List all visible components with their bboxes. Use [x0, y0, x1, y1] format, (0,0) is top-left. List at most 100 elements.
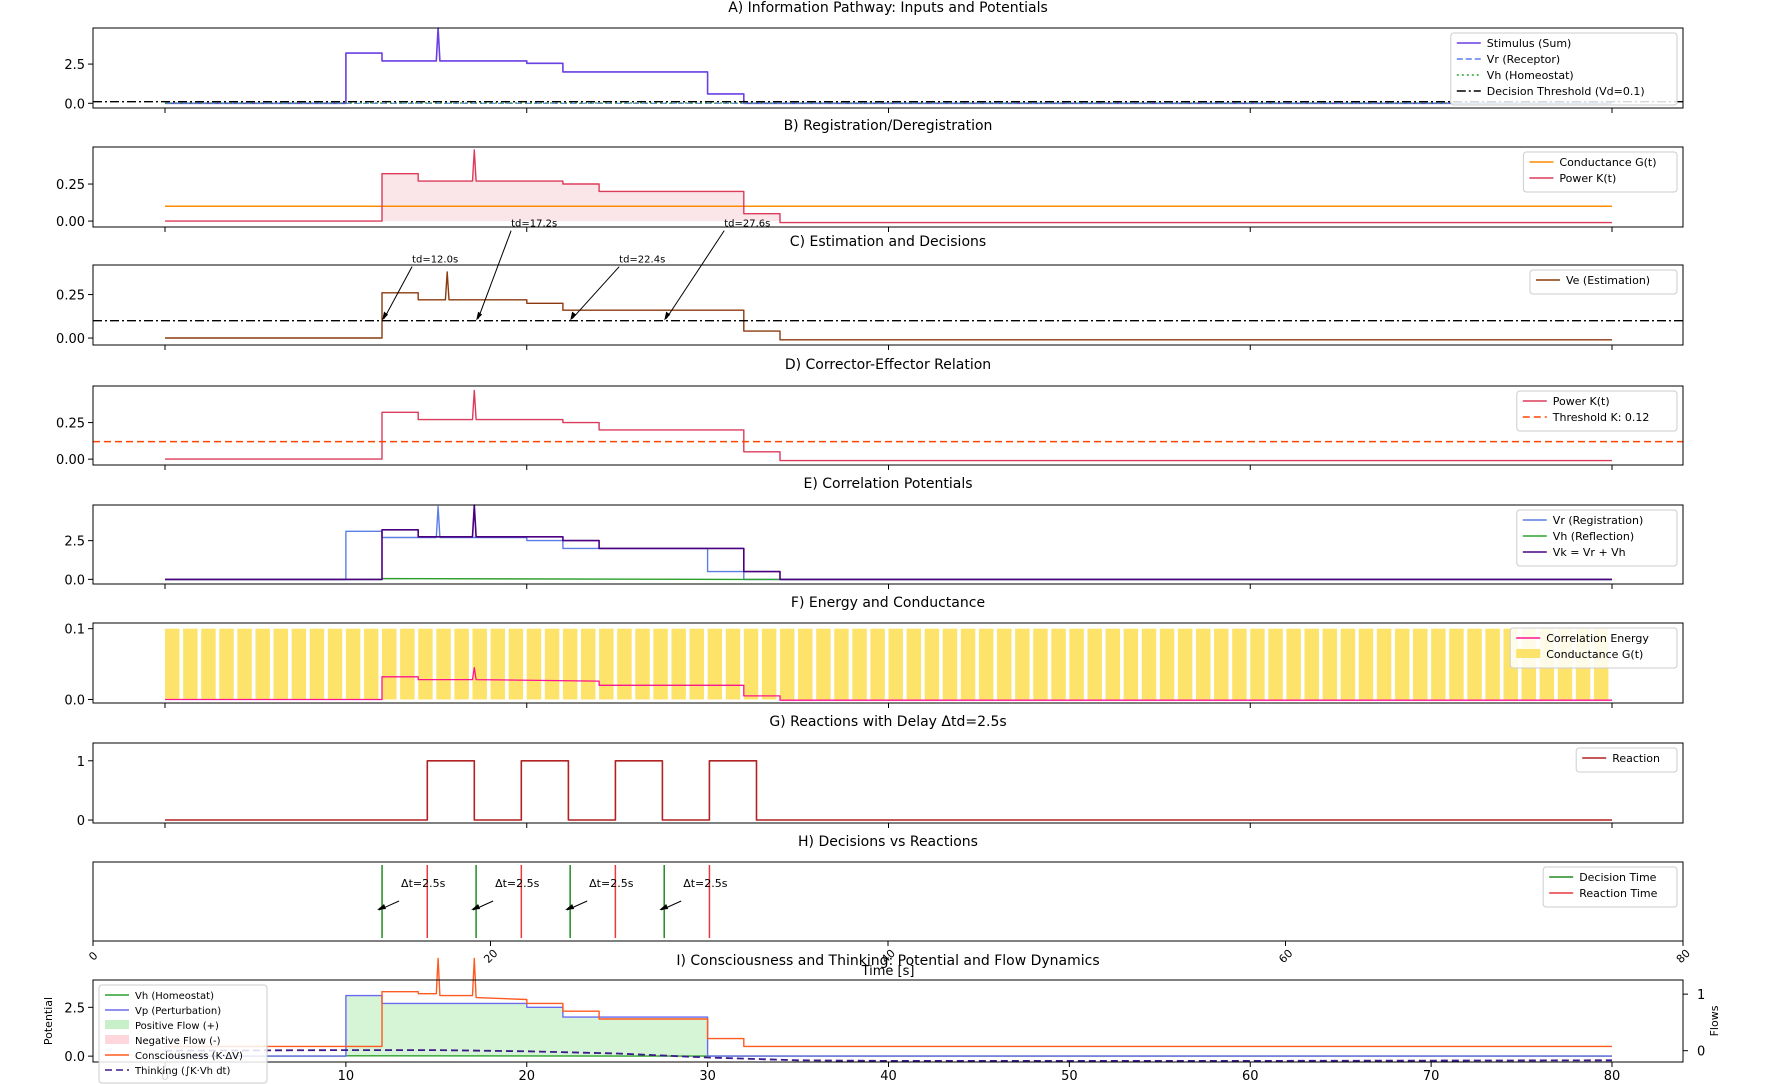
xtick-label: 30	[699, 1069, 716, 1084]
conductance-bar	[617, 628, 632, 700]
conductance-bar	[1015, 628, 1030, 700]
y-axis-right-label: Flows	[1708, 1005, 1721, 1036]
annotation-arrowhead	[476, 311, 483, 321]
annotation-arrowhead	[382, 311, 389, 321]
conductance-bar	[1177, 628, 1193, 700]
legend: Ve (Estimation)	[1529, 269, 1678, 295]
conductance-bar	[779, 628, 795, 700]
legend-label: Decision Time	[1579, 871, 1656, 884]
xtick-label: 60	[1276, 947, 1295, 966]
annotation-label: td=27.6s	[724, 219, 770, 230]
legend-label: Correlation Energy	[1546, 632, 1649, 645]
legend-box	[1450, 32, 1678, 106]
ytick-label: 0.0	[64, 693, 85, 708]
conductance-bar	[291, 628, 307, 700]
conductance-bar	[327, 628, 343, 700]
conductance-bar	[1069, 628, 1084, 700]
conductance-bar	[997, 628, 1012, 700]
ytick-label: 0.0	[64, 573, 85, 588]
legend-label: Vr (Registration)	[1553, 514, 1643, 527]
conductance-bar	[255, 628, 270, 700]
annotation-arrowhead	[377, 904, 387, 910]
panel-a: A) Information Pathway: Inputs and Poten…	[64, 0, 1684, 113]
ytick-label: 0.00	[56, 215, 85, 230]
legend-label: Power K(t)	[1559, 172, 1616, 185]
conductance-bar	[870, 628, 885, 700]
legend: Reaction	[1575, 747, 1678, 773]
annotation-label: Δt=2.5s	[683, 877, 728, 890]
axes-frame	[92, 504, 1684, 585]
legend-label: Vh (Homeostat)	[1487, 69, 1574, 82]
legend-label: Vh (Homeostat)	[135, 991, 214, 1002]
ytick-label: 2.5	[64, 58, 85, 73]
panel-title: G) Reactions with Delay Δtd=2.5s	[769, 714, 1006, 730]
conductance-bar	[635, 628, 650, 700]
ytick-label: 0.0	[64, 97, 85, 112]
annotation-label: td=12.0s	[412, 255, 458, 266]
xtick-label: 70	[1423, 1069, 1440, 1084]
conductance-bar	[1051, 628, 1066, 700]
legend: Conductance G(t) Power K(t)	[1522, 151, 1678, 193]
series-line	[164, 1049, 1613, 1062]
panel-title: I) Consciousness and Thinking: Potential…	[676, 953, 1099, 969]
annotation-arrowhead	[664, 311, 671, 321]
conductance-bar	[924, 628, 940, 700]
conductance-bar	[1214, 628, 1229, 700]
conductance-bar	[1485, 628, 1500, 700]
conductance-bar	[1322, 628, 1338, 700]
series-line	[165, 760, 1612, 821]
panel-d: D) Corrector-Effector Relation 0.00 0.25 Po…	[56, 357, 1684, 470]
conductance-bar	[707, 628, 723, 700]
legend-label: Negative Flow (-)	[135, 1036, 221, 1047]
xtick-label: 80	[1604, 1069, 1621, 1084]
conductance-bar	[526, 628, 542, 700]
ytick-label: 0	[77, 814, 85, 829]
conductance-bar	[1268, 628, 1283, 700]
panel-c: C) Estimation and Decisions td=12.0s td=17…	[56, 219, 1684, 350]
legend-label: Vp (Perturbation)	[135, 1006, 221, 1017]
conductance-bar	[1033, 628, 1048, 700]
conductance-bar	[345, 628, 361, 700]
panel-title: B) Registration/Deregistration	[784, 118, 993, 134]
legend-box	[1516, 509, 1678, 567]
legend: Power K(t) Threshold K: 0.12	[1516, 390, 1678, 432]
axes-frame	[92, 742, 1684, 824]
conductance-bar	[273, 628, 288, 700]
conductance-bar	[816, 628, 831, 700]
conductance-bar	[490, 628, 506, 700]
series-line	[165, 389, 1612, 462]
legend-box	[98, 984, 268, 1084]
conductance-bar	[725, 628, 741, 700]
ytick-label: 2.5	[64, 535, 85, 550]
conductance-bar	[1195, 628, 1211, 700]
annotation-arrowhead	[565, 904, 575, 910]
conductance-bar	[562, 628, 578, 700]
conductance-bar	[454, 628, 469, 700]
conductance-bar	[418, 628, 433, 700]
conductance-bar	[1431, 628, 1446, 700]
conductance-bar	[472, 628, 487, 700]
conductance-bar	[888, 628, 903, 700]
panel-h: H) Decisions vs Reactions Δt=2.5s Δt=2.5s Δ…	[86, 834, 1693, 979]
conductance-bar	[1286, 628, 1301, 700]
legend: Vh (Homeostat) Vp (Perturbation) Positive …	[98, 984, 268, 1084]
legend-swatch	[105, 1020, 129, 1029]
ytick-label: 0.25	[56, 289, 85, 304]
ytick-right-label: 1	[1697, 988, 1705, 1003]
legend: Correlation Energy Conductance G(t)	[1509, 627, 1678, 669]
legend-label: Positive Flow (+)	[135, 1021, 219, 1032]
annotation-label: Δt=2.5s	[401, 877, 446, 890]
panel-title: H) Decisions vs Reactions	[798, 834, 978, 850]
xtick-label: 80	[1674, 947, 1693, 966]
series-line	[165, 271, 1612, 341]
conductance-bar	[689, 628, 705, 700]
conductance-bar	[508, 628, 524, 700]
annotation-label: Δt=2.5s	[495, 877, 540, 890]
legend-label: Vh (Reflection)	[1553, 530, 1634, 543]
legend-label: Decision Threshold (Vd=0.1)	[1487, 85, 1645, 98]
power-fill	[165, 149, 1612, 222]
legend-label: Consciousness (K·ΔV)	[135, 1051, 243, 1062]
conductance-bar	[581, 628, 596, 700]
annotation-label: Δt=2.5s	[589, 877, 634, 890]
